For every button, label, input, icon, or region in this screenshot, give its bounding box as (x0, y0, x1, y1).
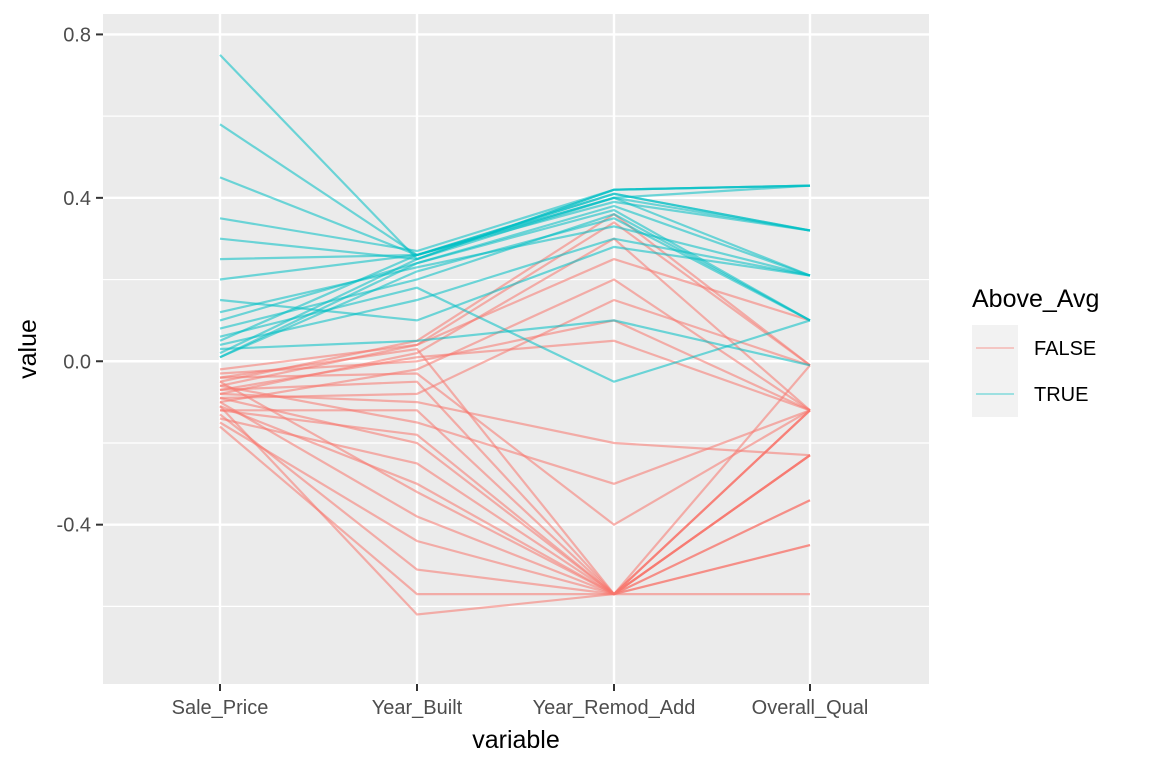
profile-line-true (219, 123, 811, 257)
legend-key-true (972, 371, 1018, 417)
series-false-lines (219, 212, 811, 616)
y-tick-label: 0.4 (63, 188, 91, 210)
profile-line-true (219, 217, 811, 359)
profile-line-false (219, 339, 811, 412)
profile-line-true (219, 196, 811, 277)
x-axis: Sale_Price Year_Built Year_Remod_Add Overal… (172, 684, 869, 719)
y-tick-label: 0.0 (63, 351, 91, 373)
x-tick-label: Overall_Qual (752, 697, 869, 719)
profile-line-false (219, 401, 811, 596)
profile-line-true (219, 176, 811, 257)
profile-line-false (219, 409, 810, 596)
profile-line-true (219, 225, 811, 314)
profile-line-true (219, 208, 811, 359)
y-axis-title: value (14, 319, 42, 379)
legend-label-false: FALSE (1034, 338, 1096, 360)
y-tick-label: -0.4 (57, 515, 91, 537)
profile-line-false (219, 257, 811, 371)
y-tick-label: 0.8 (63, 24, 91, 46)
profile-line-false (219, 380, 811, 596)
profile-line-false (219, 319, 811, 412)
y-axis: -0.4 0.0 0.4 0.8 (57, 24, 103, 537)
profile-line-false (219, 384, 811, 485)
profile-line-true (219, 286, 811, 383)
legend: Above_Avg FALSE TRUE (972, 285, 1099, 417)
legend-label-true: TRUE (1034, 384, 1088, 406)
profile-line-false (219, 347, 811, 596)
profile-line-true (219, 319, 811, 367)
profile-line-true (219, 237, 811, 346)
x-tick-label: Sale_Price (172, 697, 269, 719)
x-axis-title: variable (472, 726, 560, 754)
profile-line-false (219, 298, 811, 400)
profile-line-false (219, 392, 811, 457)
legend-key-false (972, 325, 1018, 371)
x-tick-label: Year_Remod_Add (533, 697, 696, 719)
profile-line-false (219, 372, 811, 527)
profile-line-true (219, 204, 811, 322)
series-true-lines (219, 54, 811, 383)
legend-title: Above_Avg (972, 285, 1099, 313)
profile-line-false (219, 405, 811, 616)
x-tick-label: Year_Built (372, 697, 463, 719)
